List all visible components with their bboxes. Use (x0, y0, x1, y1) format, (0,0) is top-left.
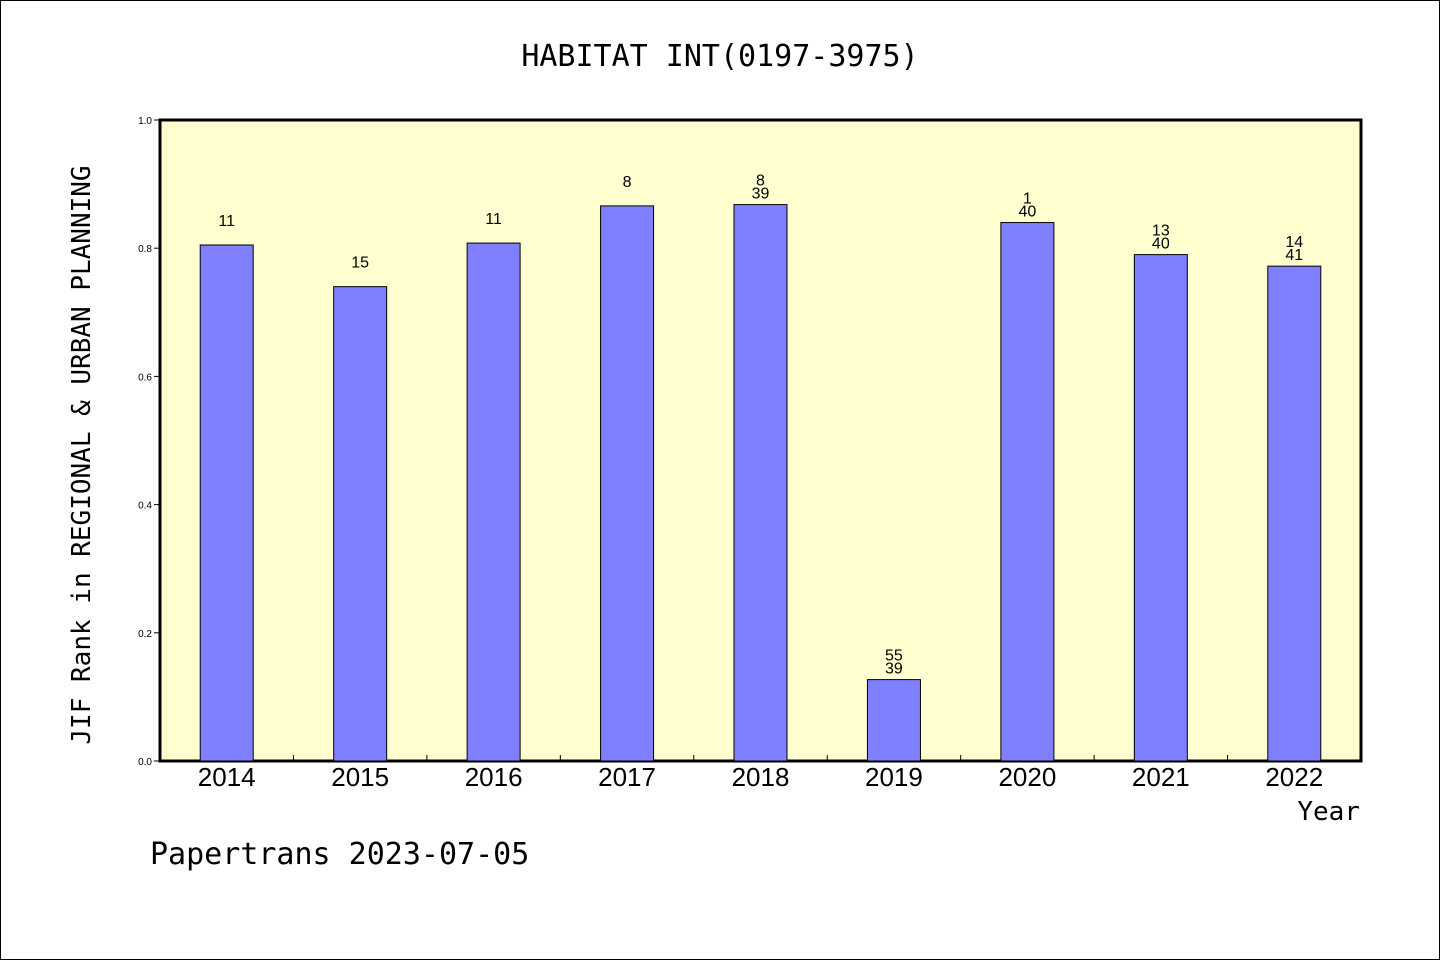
bar-data-label: 39 (752, 186, 770, 203)
x-tick-label: 2020 (998, 762, 1056, 792)
x-tick-label: 2018 (732, 762, 790, 792)
bar-data-label: 41 (1285, 247, 1303, 264)
bar-2015 (333, 286, 388, 762)
x-tick-label: 2015 (331, 762, 389, 792)
bar-data-label: 8 (623, 174, 632, 191)
bar-data-label: 55 (885, 648, 903, 665)
x-tick-label: 2022 (1265, 762, 1323, 792)
y-tick-label: 0.8 (138, 244, 152, 255)
bar-2014 (199, 244, 254, 762)
y-axis-label: JIF Rank in REGIONAL & URBAN PLANNING (67, 165, 97, 744)
y-tick-label: 1.0 (138, 116, 152, 127)
x-tick-label: 2017 (598, 762, 656, 792)
bar-2017 (600, 205, 655, 762)
bar-data-label: 39 (885, 661, 903, 678)
y-tick-label: 0.2 (138, 629, 152, 640)
bar-data-label: 1 (1023, 191, 1032, 208)
footer-text: Papertrans 2023-07-05 (150, 837, 529, 872)
bar-2019 (866, 679, 921, 762)
y-axis-ticks: 0.0 0.2 0.4 0.6 0.8 1.0 (138, 116, 160, 768)
y-tick-label: 0.0 (138, 757, 152, 768)
bar-data-label: 40 (1018, 204, 1036, 221)
bar-data-label: 13 (1152, 223, 1170, 240)
x-axis-ticks: 2014 2015 2016 2017 2018 2019 2020 2021 2022 (198, 755, 1323, 792)
bar-data-label: 11 (218, 213, 235, 230)
bar-data-label: 11 (485, 211, 502, 228)
bar-2018 (733, 204, 788, 762)
chart-title: HABITAT INT(0197-3975) (521, 39, 918, 74)
bar-2016 (466, 242, 521, 762)
y-tick-label: 0.6 (138, 372, 152, 383)
bar-data-label: 15 (351, 255, 369, 272)
bar-data-label: 40 (1152, 236, 1170, 253)
x-axis-label: Year (1297, 797, 1360, 827)
y-tick-label: 0.4 (138, 501, 152, 512)
bar-2020 (1000, 222, 1055, 762)
bar-2021 (1133, 254, 1188, 762)
bar-data-label: 8 (756, 173, 765, 190)
x-tick-label: 2021 (1132, 762, 1190, 792)
x-tick-label: 2014 (198, 762, 256, 792)
x-tick-label: 2019 (865, 762, 923, 792)
x-tick-label: 2016 (465, 762, 523, 792)
bar-data-label: 14 (1285, 234, 1303, 251)
bar-2022 (1267, 265, 1322, 762)
